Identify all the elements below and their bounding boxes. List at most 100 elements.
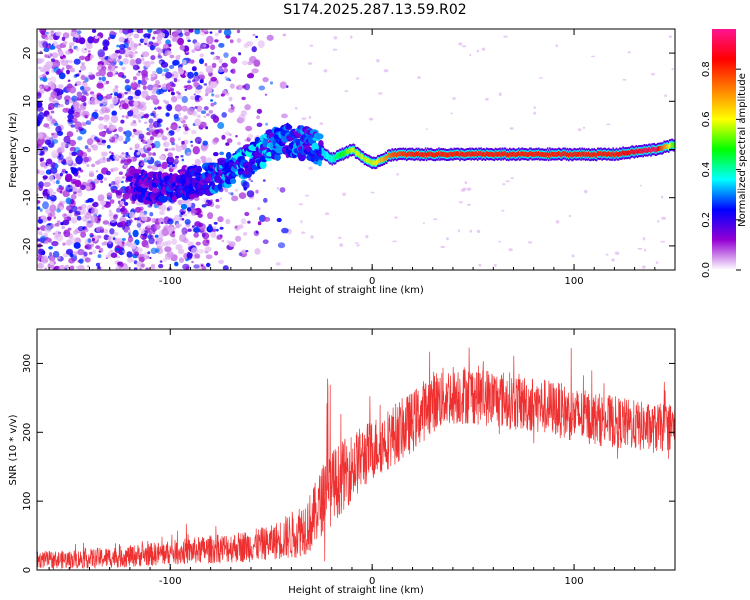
spectrogram-speckle (37, 206, 41, 210)
spectrogram-speckle (194, 106, 198, 109)
spectrogram-speckle (655, 261, 659, 265)
spectrogram-speckle (50, 110, 55, 114)
spectrogram-speckle (131, 105, 139, 112)
spectrogram-ridge-core (415, 151, 418, 157)
spectrogram-speckle (432, 218, 438, 220)
spectrogram-speckle (48, 64, 53, 68)
snr-panel: -100 0 100 0 100 200 300 Height of straight li… (8, 328, 676, 596)
spectrogram-speckle (146, 147, 152, 152)
spectrogram-speckle (149, 123, 154, 129)
spectrogram-speckle (193, 226, 201, 233)
spectrogram-ridge-blob (131, 169, 142, 175)
spectrogram-speckle (73, 172, 79, 177)
spectrogram-speckle (127, 95, 134, 101)
spectrogram-speckle (37, 200, 41, 204)
spectrogram-speckle (130, 81, 138, 91)
spectrogram-ridge-core (328, 154, 330, 160)
spectrogram-speckle (135, 206, 142, 213)
spectrogram-speckle (137, 85, 141, 88)
spectrogram-speckle (224, 188, 229, 193)
spectrogram-ridge-core (457, 151, 459, 157)
spectrogram-speckle (220, 234, 223, 238)
spectrogram-ridge-core (339, 152, 341, 158)
spectrogram-speckle (106, 157, 111, 162)
spectrogram-speckle (205, 113, 210, 117)
spectrogram-ridge-core (571, 152, 573, 158)
spectrogram-speckle (65, 64, 71, 70)
snr-ytick-label: 300 (22, 354, 33, 373)
spectrogram-speckle (138, 216, 141, 219)
spectrogram-speckle (124, 91, 128, 95)
spectrogram-ridge-core (388, 152, 390, 158)
spectrogram-speckle (250, 180, 253, 183)
spectrogram-speckle (166, 251, 174, 258)
spectrogram-speckle (262, 179, 266, 182)
spectrogram-ridge-core (661, 146, 663, 152)
spectrogram-ytick-label: -10 (22, 190, 33, 206)
spectrogram-speckle (43, 123, 50, 128)
spectrogram-ridge-core (564, 151, 567, 157)
spectrogram-ridge-core (530, 151, 532, 156)
spectrogram-speckle (185, 201, 192, 208)
spectrogram-ridge-core (576, 151, 579, 157)
spectrogram-speckle (333, 36, 338, 40)
spectrogram-speckle (87, 238, 92, 243)
spectrogram-speckle (124, 141, 128, 144)
spectrogram-speckle (151, 130, 158, 137)
spectrogram-speckle (179, 257, 185, 263)
spectrogram-speckle (67, 113, 74, 120)
spectrogram-ridge-core (652, 146, 654, 152)
spectrogram-speckle (173, 78, 178, 83)
spectrogram-speckle (193, 210, 198, 214)
spectrogram-ridge-core (551, 151, 553, 157)
spectrogram-speckle (63, 217, 68, 221)
spectrogram-speckle (137, 79, 142, 85)
spectrogram-speckle (38, 66, 42, 70)
spectrogram-speckle (88, 173, 95, 177)
spectrogram-speckle (156, 240, 162, 245)
spectrogram-speckle (76, 129, 79, 133)
spectrogram-speckle (62, 32, 70, 39)
colorbar-tick-label: 0.8 (701, 61, 712, 77)
spectrogram-speckle (84, 48, 87, 51)
spectrogram-ridge-core (342, 152, 345, 158)
spectrogram-ytick-label: 10 (22, 95, 33, 108)
spectrogram-speckle (194, 253, 201, 259)
spectrogram-speckle (370, 191, 375, 194)
spectrogram-ridge-core (566, 151, 569, 157)
spectrogram-speckle (81, 81, 88, 88)
spectrogram-speckle (138, 119, 142, 123)
spectrogram-speckle (661, 216, 667, 220)
spectrogram-ridge-core (502, 151, 505, 157)
spectrogram-speckle (244, 104, 251, 111)
spectrogram-speckle (55, 44, 63, 50)
spectrogram-ridge-core (570, 151, 572, 157)
spectrogram-speckle (218, 58, 223, 64)
spectrogram-ridge-core (552, 151, 555, 157)
spectrogram-speckle (56, 220, 61, 224)
spectrogram-speckle (200, 155, 207, 161)
spectrogram-speckle (164, 148, 169, 152)
spectrogram-speckle (207, 212, 214, 220)
spectrogram-ridge-core (503, 150, 506, 156)
spectrogram-speckle (152, 120, 160, 128)
spectrogram-speckle (157, 84, 162, 88)
spectrogram-speckle (220, 93, 225, 97)
spectrogram-ridge-core (493, 152, 496, 158)
spectrogram-ridge-core (360, 153, 362, 159)
spectrogram-speckle (144, 60, 151, 68)
spectrogram-speckle (171, 142, 176, 146)
spectrogram-speckle (460, 188, 466, 192)
spectrogram-ridge-core (619, 150, 621, 156)
spectrogram-speckle (98, 123, 105, 130)
spectrogram-speckle (51, 52, 59, 59)
spectrogram-speckle (392, 240, 397, 243)
spectrogram-speckle (209, 31, 213, 34)
spectrogram-ridge-core (375, 160, 378, 166)
spectrogram-ridge-core (511, 152, 513, 158)
spectrogram-speckle (263, 216, 271, 222)
spectrogram-speckle (252, 33, 256, 37)
spectrogram-speckle (91, 163, 95, 168)
spectrogram-speckle (154, 107, 157, 110)
